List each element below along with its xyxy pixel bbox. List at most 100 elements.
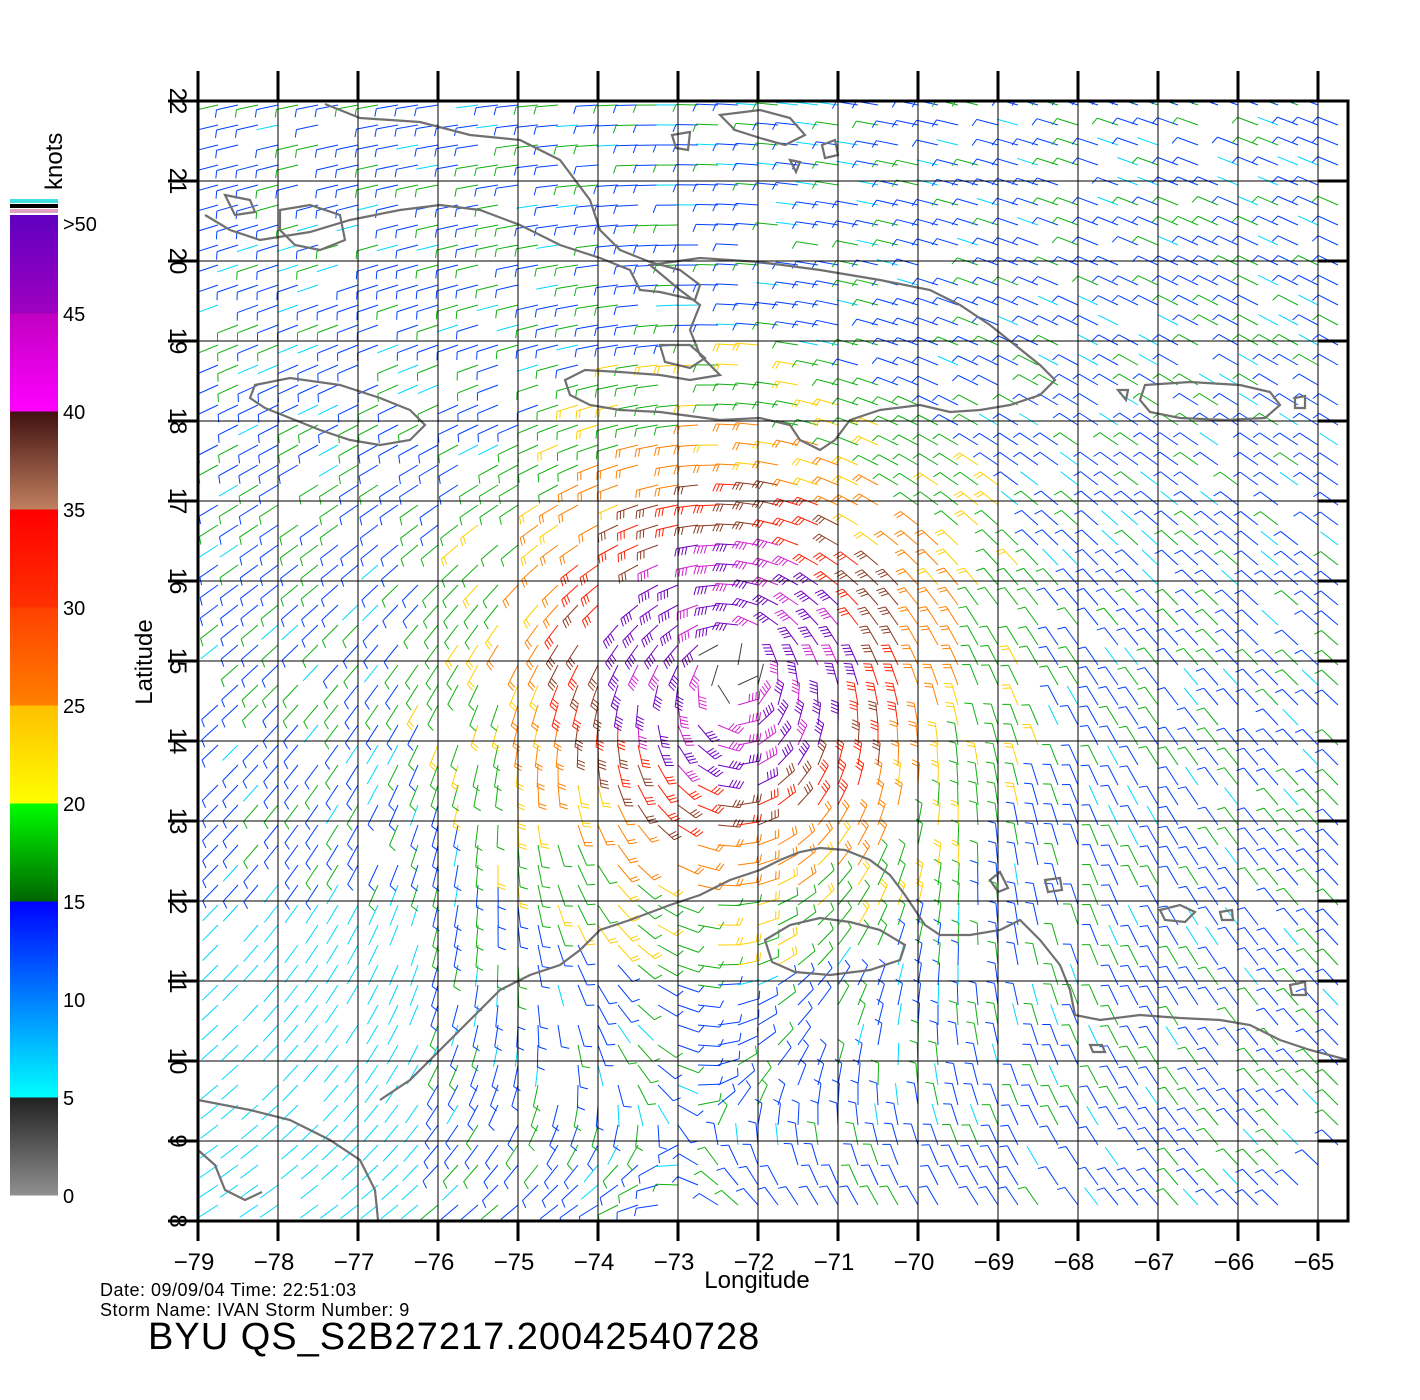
wind-barb <box>1205 886 1219 906</box>
wind-barb <box>198 1105 199 1106</box>
wind-barb-flag <box>529 681 536 688</box>
wind-barb-flag <box>755 691 757 700</box>
wind-barb-flag <box>511 722 519 728</box>
wind-barb <box>537 404 559 413</box>
wind-barb <box>697 1083 721 1086</box>
wind-barb <box>496 324 519 332</box>
wind-barb-flag <box>819 594 828 599</box>
wind-barb <box>262 1024 279 1042</box>
wind-barb-flag <box>472 1046 480 1052</box>
wind-barb <box>1179 432 1199 446</box>
wind-barb <box>920 491 939 506</box>
wind-barb <box>1302 808 1319 826</box>
wind-barb <box>410 904 419 927</box>
wind-barb-flag <box>952 394 959 401</box>
wind-barb-flag <box>525 618 531 627</box>
wind-barb-flag <box>932 452 940 459</box>
wind-barb <box>1302 828 1319 846</box>
wind-barb <box>1088 764 1099 786</box>
wind-barb <box>973 743 979 766</box>
wind-barb <box>284 944 299 963</box>
wind-barb <box>776 400 799 406</box>
wind-barb-flag <box>795 555 803 562</box>
wind-barb-flag <box>851 318 858 326</box>
wind-barb <box>929 664 939 686</box>
wind-barb-flag <box>1000 664 1009 667</box>
wind-barb-flag <box>488 1124 495 1132</box>
wind-barb-flag <box>932 939 941 944</box>
wind-barb-flag <box>778 596 786 602</box>
wind-barb <box>379 484 399 498</box>
wind-barb-flag <box>895 568 904 573</box>
wind-barb-flag <box>968 800 977 804</box>
wind-barb-flag <box>575 431 578 440</box>
wind-barb <box>776 478 799 486</box>
wind-barb <box>1047 685 1059 706</box>
wind-barb-flag <box>1233 530 1242 536</box>
wind-barb-flag <box>872 742 880 748</box>
wind-barb-flag <box>761 561 768 568</box>
wind-barb-flag <box>258 496 262 505</box>
wind-barb-flag <box>527 660 534 668</box>
wind-barb-flag <box>1255 1148 1263 1153</box>
wind-barb-flag <box>638 448 641 457</box>
wind-barb <box>544 624 559 643</box>
wind-barb-flag <box>855 475 863 482</box>
wind-barb <box>992 1023 999 1046</box>
wind-barb <box>1282 1048 1299 1066</box>
wind-barb <box>222 864 239 882</box>
wind-barb-flag <box>571 701 578 708</box>
wind-barb-flag <box>793 868 795 877</box>
wind-barb-flag <box>667 812 676 817</box>
wind-barb <box>737 1086 752 1106</box>
wind-barb-flag <box>468 1104 476 1112</box>
wind-barb-flag <box>673 406 677 414</box>
wind-barb-flag <box>732 819 737 827</box>
wind-barb-flag <box>1195 1188 1204 1193</box>
wind-barb-flag <box>638 489 641 498</box>
wind-barb-flag <box>735 580 741 588</box>
wind-barb-flag <box>222 840 228 849</box>
wind-barb <box>383 644 399 663</box>
wind-barb <box>557 1024 562 1047</box>
wind-barb <box>477 404 499 414</box>
wind-barb <box>945 606 959 626</box>
wind-barb-flag <box>712 463 717 472</box>
wind-barb <box>737 821 760 826</box>
wind-barb <box>1125 686 1139 706</box>
wind-barb <box>850 1143 859 1166</box>
wind-barb-flag <box>661 507 664 516</box>
wind-barb <box>397 384 419 395</box>
wind-barb <box>381 584 399 601</box>
wind-barb <box>988 1124 999 1146</box>
wind-barb <box>282 704 299 722</box>
wind-barb <box>863 588 879 606</box>
wind-barb <box>1078 314 1099 326</box>
wind-barb <box>756 480 779 486</box>
wind-barb-flag <box>858 590 866 595</box>
wind-barb-flag <box>538 495 541 504</box>
wind-barb-flag <box>1074 548 1083 554</box>
wind-barb-flag <box>791 360 797 368</box>
wind-barb-flag <box>578 535 581 544</box>
wind-barb <box>948 1144 959 1166</box>
wind-barb-flag <box>359 517 363 526</box>
wind-barb-flag <box>791 477 798 485</box>
wind-barb <box>757 836 779 846</box>
wind-barb-flag <box>470 1085 478 1092</box>
wind-barb <box>380 1204 399 1220</box>
wind-barb <box>217 384 239 395</box>
wind-barb <box>557 884 566 906</box>
wind-barb <box>677 984 699 993</box>
wind-barb <box>882 568 899 586</box>
wind-barb-flag <box>739 975 743 984</box>
wind-barb <box>886 625 899 646</box>
wind-barb-flag <box>754 1045 758 1054</box>
wind-barb-flag <box>819 1038 827 1045</box>
wind-barb-flag <box>870 726 879 731</box>
wind-barb <box>758 594 779 606</box>
wind-barb <box>860 550 879 566</box>
wind-barb-flag <box>806 1121 815 1124</box>
wind-barb-flag <box>1196 747 1205 751</box>
wind-barb-flag <box>875 568 883 573</box>
